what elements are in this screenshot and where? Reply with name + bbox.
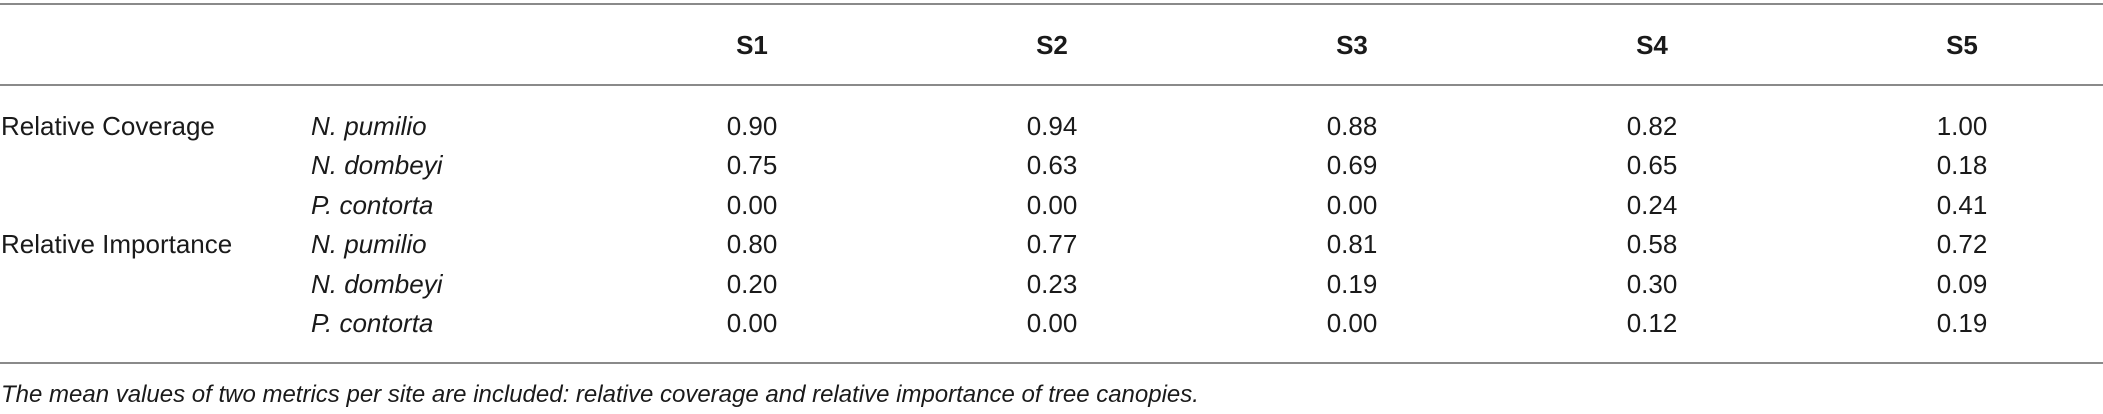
table-cell: 0.00 (1326, 308, 1378, 338)
table-cell: 0.58 (1626, 229, 1678, 259)
species-label: N. pumilio (311, 111, 427, 141)
table-cell: 0.88 (1326, 111, 1378, 141)
column-header-s3: S3 (1336, 30, 1368, 60)
table-cell: 0.24 (1626, 190, 1678, 220)
table-cell: 0.72 (1936, 229, 1988, 259)
table-cell: 0.09 (1936, 269, 1988, 299)
table-cell: 0.75 (726, 150, 778, 180)
table-cell: 1.00 (1936, 111, 1988, 141)
table-cell: 0.00 (726, 308, 778, 338)
column-header-s5: S5 (1946, 30, 1978, 60)
table-cell: 0.94 (1026, 111, 1078, 141)
column-header-s2: S2 (1036, 30, 1068, 60)
table-cell: 0.19 (1326, 269, 1378, 299)
table-cell: 0.41 (1936, 190, 1988, 220)
table-cell: 0.30 (1626, 269, 1678, 299)
table-cell: 0.81 (1326, 229, 1378, 259)
table-cell: 0.00 (1026, 190, 1078, 220)
metric-label: Relative Coverage (1, 111, 215, 141)
table-cell: 0.00 (1326, 190, 1378, 220)
table-cell: 0.90 (726, 111, 778, 141)
column-header-s4: S4 (1636, 30, 1668, 60)
table-cell: 0.69 (1326, 150, 1378, 180)
species-label: N. pumilio (311, 229, 427, 259)
species-label: N. dombeyi (311, 269, 443, 299)
table-cell: 0.00 (726, 190, 778, 220)
table-cell: 0.12 (1626, 308, 1678, 338)
table-cell: 0.77 (1026, 229, 1078, 259)
table-cell: 0.80 (726, 229, 778, 259)
table-header-rule (0, 84, 2103, 86)
table-bottom-rule (0, 362, 2103, 364)
table-cell: 0.20 (726, 269, 778, 299)
table-cell: 0.00 (1026, 308, 1078, 338)
table-top-rule (0, 3, 2103, 5)
metric-label: Relative Importance (1, 229, 233, 259)
species-label: N. dombeyi (311, 150, 443, 180)
table-cell: 0.19 (1936, 308, 1988, 338)
table-cell: 0.23 (1026, 269, 1078, 299)
table-cell: 0.65 (1626, 150, 1678, 180)
table-cell: 0.63 (1026, 150, 1078, 180)
table-cell: 0.82 (1626, 111, 1678, 141)
species-label: P. contorta (311, 190, 434, 220)
species-label: P. contorta (311, 308, 434, 338)
table-cell: 0.18 (1936, 150, 1988, 180)
table-caption: The mean values of two metrics per site … (1, 381, 1199, 408)
column-header-s1: S1 (736, 30, 768, 60)
